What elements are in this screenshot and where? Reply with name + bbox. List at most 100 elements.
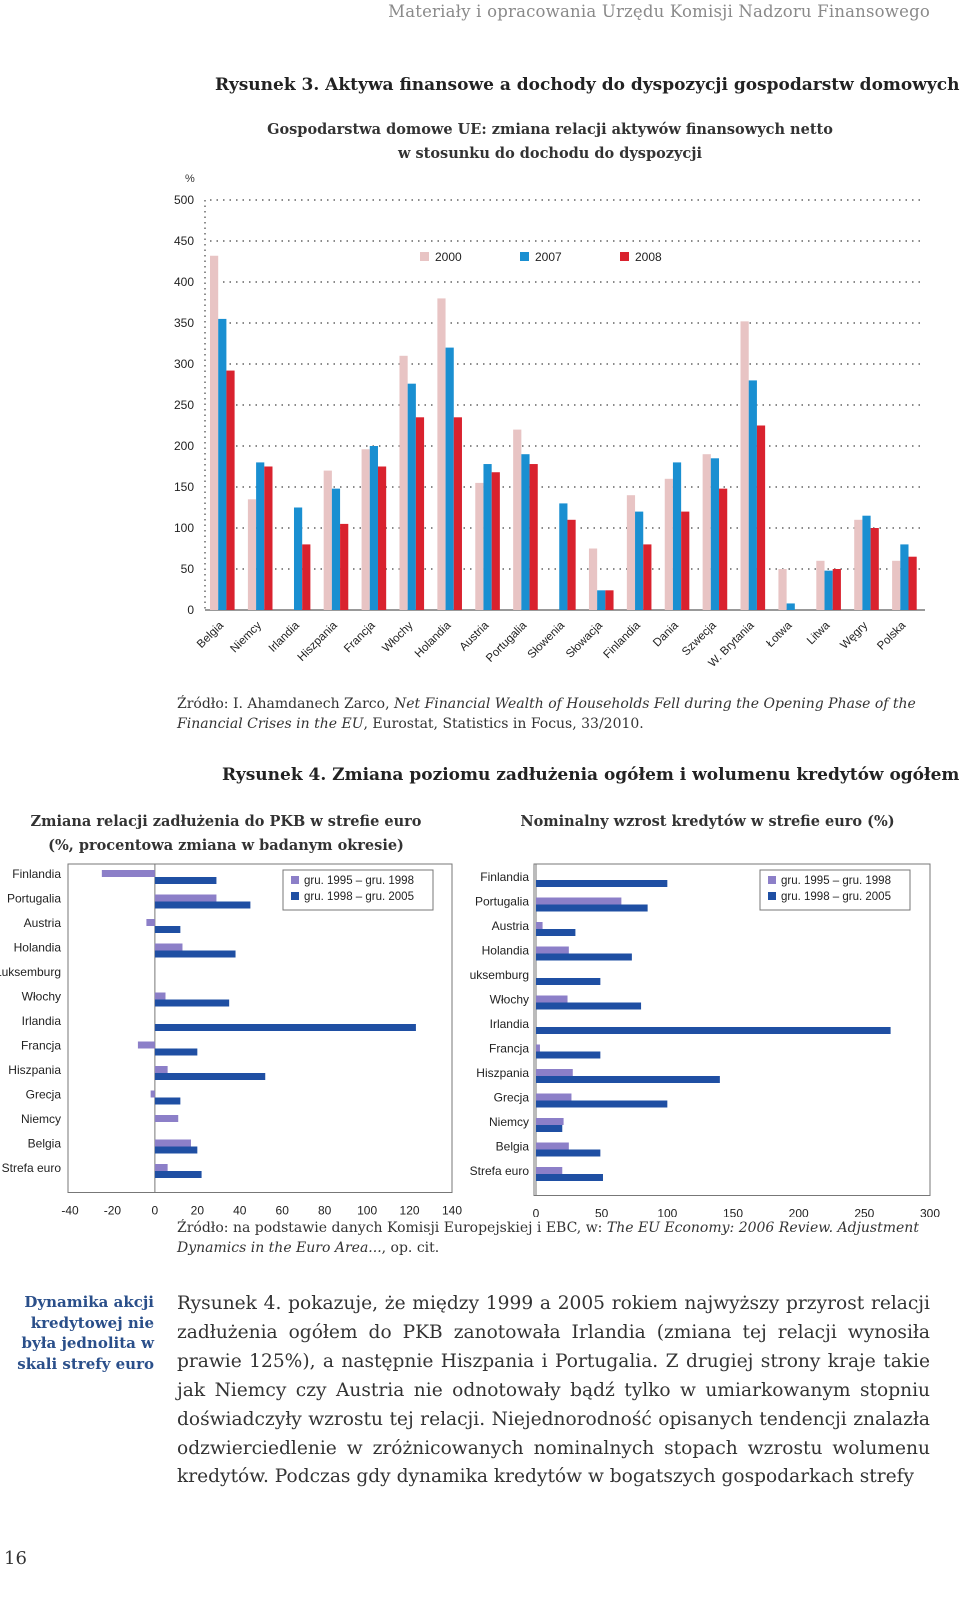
y-tick-label: 50 (181, 562, 195, 576)
bar-2008 (605, 590, 614, 610)
bar-2007 (672, 462, 682, 610)
category-label: Finlandia (12, 867, 61, 881)
x-tick-label: Holandia (413, 619, 454, 660)
figure3-chart: % 0 50 100 150 200 250 300 350 400 450 500 Belgia Nie… (174, 173, 925, 670)
bar-2008 (415, 417, 425, 610)
bar-2000 (664, 478, 673, 610)
bar-2000 (475, 482, 484, 610)
x-tick-label: Belgia (195, 619, 227, 651)
bar-2008 (719, 488, 728, 610)
figure3-subtitle: Gospodarstwa domowe UE: zmiana relacji a… (250, 118, 850, 166)
category-label: Luksemburg (0, 965, 61, 979)
y-tick-label: 350 (174, 316, 194, 330)
bar-series-2 (536, 1076, 720, 1083)
bar-series-2 (154, 1048, 198, 1056)
figure4-left-subtitle-line1: Zmiana relacji zadłużenia do PKB w stref… (30, 813, 422, 830)
figure3-subtitle-line2: w stosunku do dochodu do dyspozycji (397, 145, 703, 162)
x-tick-label: 300 (920, 1207, 940, 1218)
margin-note: Dynamika akcji kredytowej nie była jedno… (17, 1293, 154, 1373)
bar-series-2 (154, 1024, 416, 1031)
category-label: Strefa euro (2, 1161, 62, 1175)
bar-2007 (218, 318, 227, 610)
bar-2008 (529, 464, 538, 610)
figure3-subtitle-line1: Gospodarstwa domowe UE: zmiana relacji a… (267, 121, 833, 138)
bar-2007 (407, 383, 416, 610)
bar-series-1 (536, 1142, 569, 1150)
category-label: Francja (489, 1042, 529, 1056)
category-label: Włochy (490, 993, 529, 1007)
x-tick-label: Litwa (805, 619, 833, 647)
bar-series-2 (536, 1002, 642, 1010)
category-label: Belgia (496, 1140, 530, 1154)
bar-2000 (437, 298, 446, 610)
bar-series-1 (536, 897, 622, 905)
category-label: Luksemburg (470, 968, 529, 982)
x-tick-label: 140 (442, 1204, 462, 1218)
figure3-source: Źródło: I. Ahamdanech Zarco, Net Financi… (177, 694, 937, 734)
x-tick-label: Dania (651, 619, 681, 649)
bar-2000 (626, 495, 636, 610)
bar-series-1 (146, 919, 155, 926)
running-header: Materiały i opracowania Urzędu Komisji N… (388, 2, 930, 21)
bar-series-2 (154, 926, 181, 933)
bar-series-2 (154, 1097, 181, 1105)
x-tick-label: Niemcy (228, 619, 264, 655)
plot-frame (67, 863, 453, 1193)
bar-series-1 (154, 1164, 168, 1171)
y-tick-label: 200 (174, 439, 194, 453)
x-tick-label: Francja (342, 619, 378, 655)
x-tick-label: Hiszpania (296, 619, 341, 664)
y-tick-label: 0 (187, 603, 194, 617)
category-label: Niemcy (489, 1115, 529, 1129)
x-tick-label: -20 (104, 1204, 122, 1218)
legend-box (759, 869, 911, 911)
x-tick-label: 20 (191, 1204, 205, 1218)
category-label: Finlandia (480, 870, 529, 884)
bar-series-2 (536, 1100, 668, 1108)
x-tick-label: 250 (854, 1207, 874, 1218)
bar-series-1 (150, 1090, 155, 1098)
bar-2008 (832, 569, 841, 610)
bar-series-2 (536, 953, 632, 961)
figure4-source-prefix: Źródło: na podstawie danych Komisji Euro… (177, 1220, 607, 1236)
x-tick-label: Szwecja (680, 619, 719, 658)
y-tick-label: 150 (174, 480, 194, 494)
category-label: Holandia (14, 941, 62, 955)
bar-series-1 (536, 995, 568, 1003)
x-tick-label: 50 (595, 1207, 609, 1218)
bar-2008 (870, 528, 879, 610)
bar-2007 (256, 462, 265, 610)
y-axis-unit: % (185, 173, 195, 185)
figure3-title: Rysunek 3. Aktywa finansowe a dochody do… (215, 75, 960, 95)
bar-series-2 (536, 1051, 601, 1059)
bar-2008 (302, 544, 311, 610)
bar-2007 (369, 446, 378, 610)
figure3-source-title: Net Financial Wealth of Households Fell … (177, 696, 916, 732)
y-tick-label: 500 (174, 193, 194, 207)
bar-2008 (453, 417, 462, 610)
bar-series-2 (536, 880, 668, 887)
bar-2000 (892, 560, 901, 610)
bar-2000 (247, 499, 257, 610)
legend-swatch (768, 876, 776, 884)
bar-series-2 (536, 929, 576, 936)
figure4-title: Rysunek 4. Zmiana poziomu zadłużenia ogó… (222, 765, 960, 785)
category-label: Portugalia (7, 892, 61, 906)
bar-2000 (854, 519, 863, 610)
x-tick-label: 100 (357, 1204, 377, 1218)
bar-2000 (816, 560, 825, 610)
bar-2007 (331, 488, 341, 610)
category-label: Francja (21, 1039, 61, 1053)
legend-label: gru. 1995 – gru. 1998 (781, 875, 891, 887)
legend-box (282, 869, 434, 911)
bar-2007 (521, 454, 530, 610)
y-tick-label: 100 (174, 521, 194, 535)
bar-series-1 (536, 946, 569, 954)
body-paragraph: Rysunek 4. pokazuje, że między 1999 a 20… (177, 1293, 930, 1488)
figure4-left-chart: Finlandia Portugalia Austria Holandia Luksem… (0, 863, 462, 1218)
bar-series-2 (536, 1125, 563, 1132)
legend-swatch (768, 892, 776, 900)
category-label: Irlandia (490, 1017, 530, 1031)
bar-2000 (702, 454, 711, 610)
x-tick-label: 80 (318, 1204, 332, 1218)
